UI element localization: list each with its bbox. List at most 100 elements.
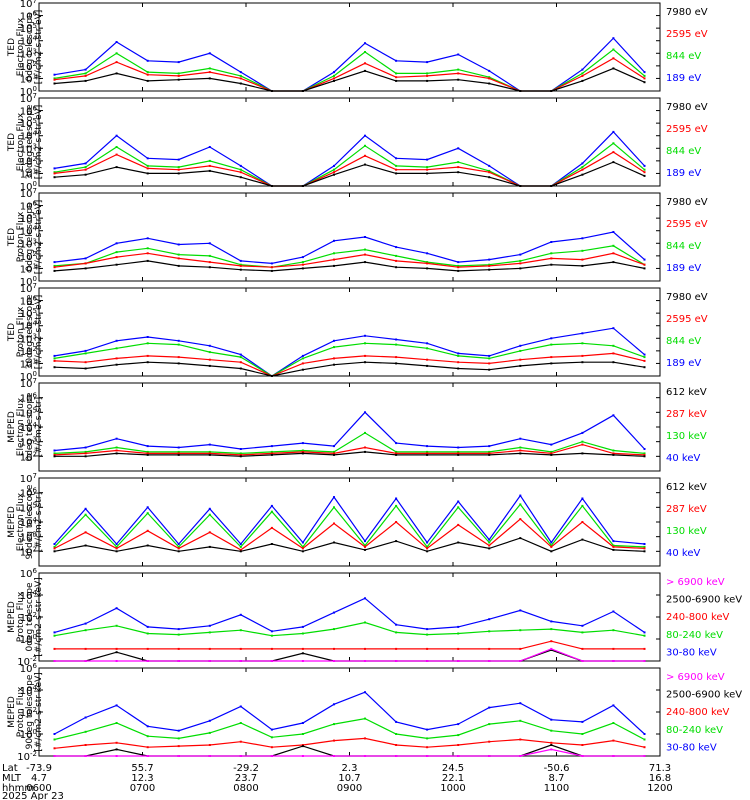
data-point xyxy=(612,37,615,40)
data-point xyxy=(395,254,398,257)
data-point xyxy=(519,262,522,265)
data-point xyxy=(395,755,398,757)
data-point xyxy=(239,453,242,456)
data-point xyxy=(612,57,615,60)
data-point xyxy=(550,263,553,266)
data-point xyxy=(395,168,398,171)
data-point xyxy=(146,252,149,255)
data-point xyxy=(643,746,646,749)
data-point xyxy=(364,647,366,650)
legend-entry: 7980 eV xyxy=(666,292,708,303)
series-line-40-kev xyxy=(54,411,645,452)
data-point xyxy=(333,541,335,544)
data-point xyxy=(612,452,615,455)
data-point xyxy=(364,144,366,147)
data-point xyxy=(301,452,304,455)
data-point xyxy=(146,735,149,738)
data-point xyxy=(488,755,491,757)
data-point xyxy=(581,443,584,446)
data-point xyxy=(612,361,615,364)
data-point xyxy=(395,246,398,249)
data-point xyxy=(333,239,335,242)
data-point xyxy=(239,263,242,266)
data-point xyxy=(208,146,211,148)
data-point xyxy=(270,660,273,662)
data-point xyxy=(364,717,366,720)
data-point xyxy=(519,358,522,361)
data-point xyxy=(643,81,646,84)
data-point xyxy=(457,506,460,509)
data-point xyxy=(115,647,118,650)
data-point xyxy=(457,72,460,75)
legend-entry: 287 keV xyxy=(666,409,707,420)
data-point xyxy=(643,647,646,650)
data-point xyxy=(146,452,149,455)
data-point xyxy=(333,453,335,456)
axis-row-value: 22.1 xyxy=(442,773,464,784)
data-point xyxy=(270,262,273,265)
data-point xyxy=(364,334,366,337)
data-point xyxy=(333,74,335,77)
panel-frame xyxy=(38,192,661,282)
data-point xyxy=(177,755,180,757)
data-point xyxy=(550,541,553,544)
axis-row-value: 1000 xyxy=(440,783,465,794)
y-tick-label: 107 xyxy=(20,377,37,390)
data-point xyxy=(270,755,273,757)
data-point xyxy=(208,719,211,722)
y-axis-label: TEDProton Flux30deg telescope[#/cm2-s-st… xyxy=(7,294,44,369)
data-point xyxy=(208,624,211,627)
y-tick-label: 107 xyxy=(20,187,37,200)
data-point xyxy=(239,543,242,545)
data-point xyxy=(612,548,615,551)
data-point xyxy=(488,258,491,261)
data-point xyxy=(270,269,273,272)
data-point xyxy=(301,541,304,544)
data-point xyxy=(333,703,335,706)
data-point xyxy=(488,169,491,172)
legend-entry: 2595 eV xyxy=(666,219,708,230)
data-point xyxy=(301,442,304,445)
legend-entry: 189 eV xyxy=(666,358,701,369)
legend-entry: 80-240 keV xyxy=(666,630,723,641)
data-point xyxy=(84,162,87,165)
data-point xyxy=(488,264,491,267)
data-point xyxy=(550,744,553,746)
series-line-80-240-kev xyxy=(54,621,645,637)
data-point xyxy=(364,236,366,238)
series-line--6900-kev xyxy=(54,748,645,757)
data-point xyxy=(239,755,242,757)
legend-entry: 240-800 keV xyxy=(666,612,730,623)
data-point xyxy=(208,344,211,347)
data-point xyxy=(53,176,56,179)
axis-row-value: 16.8 xyxy=(649,773,671,784)
data-point xyxy=(612,722,615,724)
data-point xyxy=(364,253,366,256)
axis-row-value: -73.9 xyxy=(26,763,52,774)
data-point xyxy=(115,166,118,169)
data-point xyxy=(333,357,335,360)
data-point xyxy=(457,500,460,503)
data-point xyxy=(177,543,180,545)
series-line-287-kev xyxy=(54,518,645,551)
data-point xyxy=(612,540,615,543)
data-point xyxy=(208,545,211,548)
data-point xyxy=(643,356,646,359)
data-point xyxy=(270,630,273,633)
data-point xyxy=(208,242,211,245)
data-point xyxy=(84,622,87,625)
data-point xyxy=(177,628,180,631)
data-point xyxy=(208,755,211,757)
data-point xyxy=(177,78,180,81)
data-point xyxy=(53,354,56,357)
data-point xyxy=(457,166,460,169)
data-point xyxy=(426,746,429,749)
data-point xyxy=(457,723,460,726)
data-point xyxy=(457,660,460,662)
data-point xyxy=(146,336,149,338)
data-point xyxy=(208,647,211,650)
data-point xyxy=(333,755,335,757)
data-point xyxy=(177,452,180,455)
